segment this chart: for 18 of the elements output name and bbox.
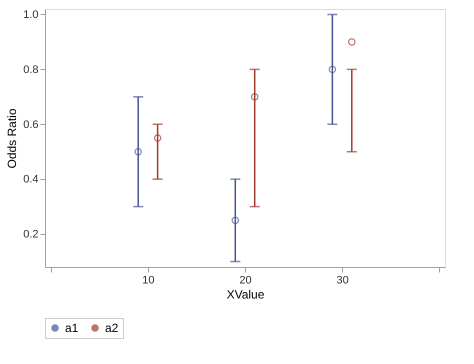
y-tick-label: 0.8 (23, 64, 38, 76)
x-tick-label: 10 (142, 274, 155, 286)
y-tick-label: 0.2 (23, 228, 38, 241)
point (232, 216, 240, 224)
point (250, 93, 258, 101)
point (134, 148, 142, 156)
legend-label: a2 (105, 321, 119, 335)
y-tick-label: 1.0 (23, 8, 38, 21)
x-tick-label: 30 (336, 274, 349, 286)
y-tick-label: 0.6 (23, 118, 38, 131)
point (348, 38, 356, 46)
y-tick-label: 0.4 (23, 174, 38, 186)
x-axis-title: XValue (226, 288, 265, 302)
x-tick-label: 20 (239, 274, 252, 286)
y-axis-title: Odds Ratio (5, 108, 20, 169)
legend-label: a1 (65, 321, 79, 335)
point (328, 66, 336, 74)
point (154, 134, 162, 142)
